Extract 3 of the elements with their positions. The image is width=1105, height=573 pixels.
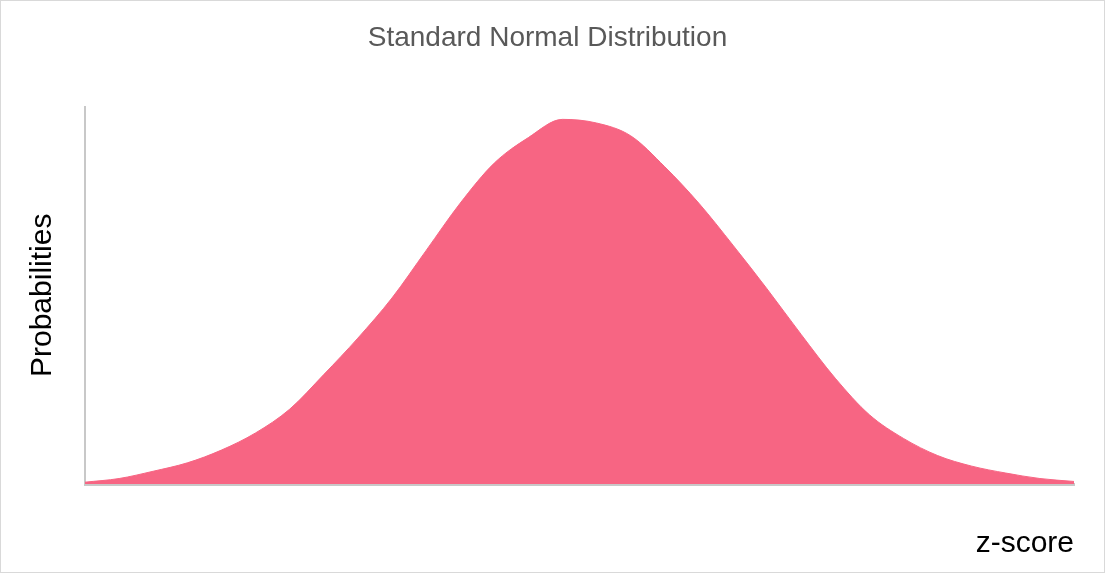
y-axis-title: Probabilities — [24, 213, 58, 378]
x-axis-title: z-score — [975, 525, 1074, 559]
chart-title: Standard Normal Distribution — [367, 20, 728, 52]
